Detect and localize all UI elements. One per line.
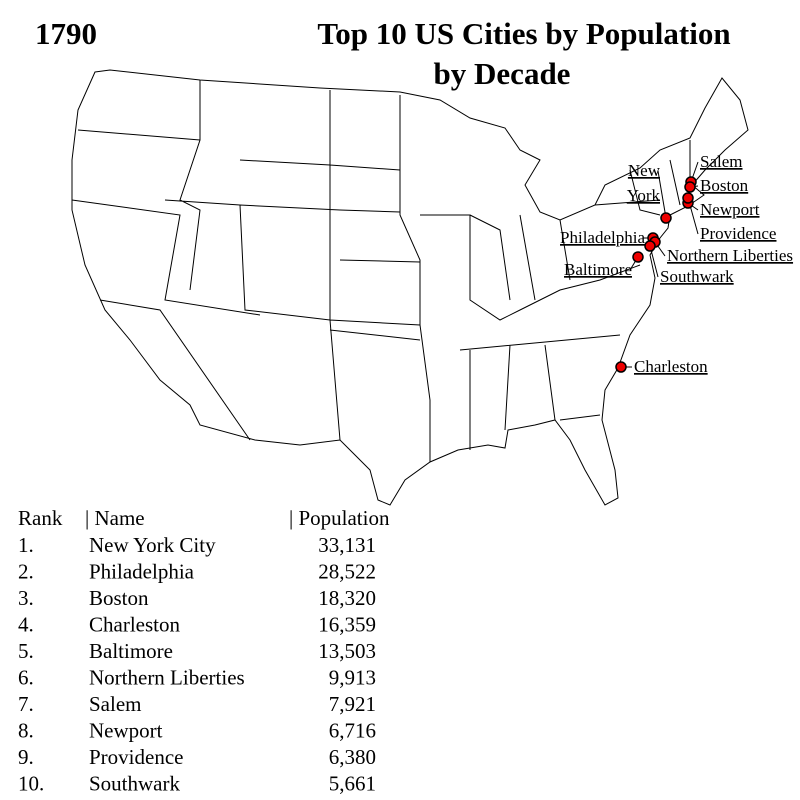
city-name: Northern Liberties — [89, 666, 245, 690]
table-header: | Population — [289, 506, 390, 530]
city-label: Charleston — [634, 357, 708, 376]
population: 5,661 — [329, 772, 376, 796]
city-name: Baltimore — [89, 639, 173, 663]
city-label: Philadelphia — [560, 228, 645, 247]
city-label: York — [627, 186, 661, 205]
city-label: Southwark — [660, 267, 734, 286]
city-name: New York City — [89, 533, 216, 557]
population: 33,131 — [318, 533, 376, 557]
table-header: Rank — [18, 506, 63, 530]
city-name: Newport — [89, 719, 163, 743]
city-marker — [682, 192, 694, 204]
city-name: Charleston — [89, 613, 180, 637]
title-line: by Decade — [434, 56, 571, 91]
city-name: Providence — [89, 745, 183, 769]
city-label: Boston — [700, 176, 749, 195]
city-marker — [660, 212, 672, 224]
rank: 1. — [18, 533, 34, 557]
title-line: Top 10 US Cities by Population — [317, 16, 730, 51]
city-name: Southwark — [89, 772, 180, 796]
population: 28,522 — [318, 560, 376, 584]
city-name: Salem — [89, 692, 142, 716]
city-label: Northern Liberties — [667, 246, 793, 265]
city-label: Providence — [700, 224, 776, 243]
city-label: Newport — [700, 200, 760, 219]
population: 7,921 — [329, 692, 376, 716]
city-label: Salem — [700, 152, 743, 171]
city-name: Boston — [89, 586, 149, 610]
rank: 4. — [18, 613, 34, 637]
rank: 5. — [18, 639, 34, 663]
table: Rank | Name | Population 1. New York City 33,… — [18, 506, 390, 796]
rank: 10. — [18, 772, 44, 796]
city-name: Philadelphia — [89, 560, 195, 584]
rank: 8. — [18, 719, 34, 743]
rank: 7. — [18, 692, 34, 716]
markers: Salem Boston New York Newport Providence Phila… — [560, 152, 793, 376]
population: 6,380 — [329, 745, 376, 769]
population: 9,913 — [329, 666, 376, 690]
population: 16,359 — [318, 613, 376, 637]
leader-line — [657, 170, 667, 219]
us-outline — [71, 69, 749, 506]
rank: 2. — [18, 560, 34, 584]
city-marker — [644, 240, 656, 252]
city-marker — [684, 181, 696, 193]
population: 6,716 — [329, 719, 376, 743]
population: 13,503 — [318, 639, 376, 663]
rank: 9. — [18, 745, 34, 769]
population: 18,320 — [318, 586, 376, 610]
state-lines — [71, 80, 691, 462]
city-marker — [632, 251, 644, 263]
rank: 3. — [18, 586, 34, 610]
city-label: Baltimore — [564, 260, 632, 279]
city-marker — [615, 361, 627, 373]
us-map — [71, 69, 749, 506]
year: 1790 — [35, 16, 97, 51]
city-label: New — [628, 161, 661, 180]
table-header: | Name — [85, 506, 145, 530]
rank: 6. — [18, 666, 34, 690]
